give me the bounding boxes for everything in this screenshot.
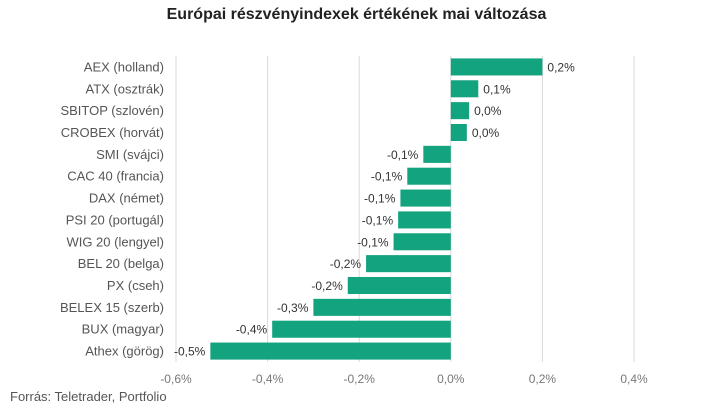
bar	[210, 342, 451, 360]
bar	[450, 58, 543, 76]
data-label: -0,5%	[174, 345, 206, 359]
bar	[398, 211, 451, 229]
category-label: ATX (osztrák)	[86, 81, 165, 96]
data-label: 0,2%	[547, 60, 575, 74]
data-label: -0,1%	[364, 192, 396, 206]
data-label: 0,0%	[474, 104, 502, 118]
x-tick-label: 0,0%	[437, 372, 465, 386]
category-label: PX (cseh)	[107, 278, 164, 293]
category-label: BELEX 15 (szerb)	[60, 300, 164, 315]
data-label: 0,0%	[472, 126, 500, 140]
bar	[313, 298, 451, 316]
data-label: -0,1%	[371, 170, 403, 184]
bar	[393, 233, 451, 251]
category-label: CAC 40 (francia)	[67, 169, 164, 184]
bar	[407, 167, 451, 185]
data-label: -0,1%	[357, 235, 389, 249]
bar	[450, 123, 467, 142]
data-label: -0,2%	[330, 257, 362, 271]
category-label: Athex (görög)	[85, 344, 164, 359]
data-label: -0,2%	[311, 279, 343, 293]
category-label: AEX (holland)	[84, 59, 164, 74]
category-label: BUX (magyar)	[82, 322, 164, 337]
bar	[347, 276, 451, 295]
data-label: -0,1%	[362, 213, 394, 227]
data-label: -0,4%	[236, 323, 268, 337]
category-label: BEL 20 (belga)	[78, 256, 164, 271]
category-label: DAX (német)	[89, 191, 164, 206]
x-tick-label: 0,2%	[529, 372, 557, 386]
bar	[272, 320, 451, 338]
x-tick-label: -0,4%	[252, 372, 284, 386]
data-label: -0,3%	[277, 301, 309, 315]
x-tick-label: -0,2%	[344, 372, 376, 386]
bar	[450, 80, 479, 98]
data-label: -0,1%	[387, 148, 419, 162]
category-label: SMI (svájci)	[96, 147, 164, 162]
category-label: CROBEX (horvát)	[61, 125, 164, 140]
bar	[400, 189, 451, 207]
source-note: Forrás: Teletrader, Portfolio	[10, 389, 167, 404]
x-tick-label: -0,6%	[160, 372, 192, 386]
chart-title: Európai részvényindexek értékének mai vá…	[166, 6, 547, 23]
bar	[366, 255, 451, 273]
bar	[423, 145, 451, 163]
category-label: WIG 20 (lengyel)	[66, 234, 164, 249]
bar	[450, 102, 470, 120]
data-label: 0,1%	[483, 82, 511, 96]
category-label: PSI 20 (portugál)	[66, 212, 164, 227]
x-tick-label: 0,4%	[620, 372, 648, 386]
category-label: SBITOP (szlovén)	[60, 103, 164, 118]
